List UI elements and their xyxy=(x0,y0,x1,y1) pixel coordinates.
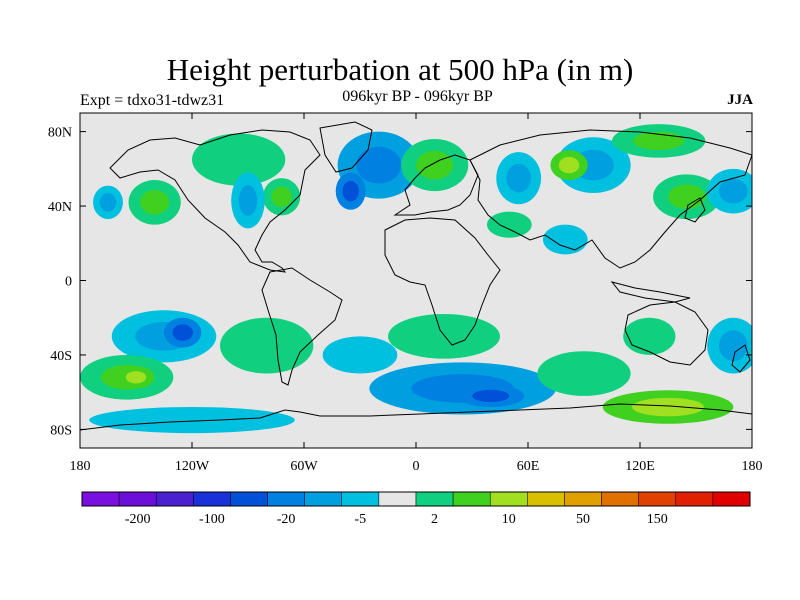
y-tick-label: 40S xyxy=(50,349,72,364)
coast-japan xyxy=(684,197,706,223)
colorbar-swatch xyxy=(193,491,231,507)
x-tick-label: 60E xyxy=(517,459,540,474)
colorbar-swatch xyxy=(638,491,677,507)
colorbar-swatch xyxy=(601,491,639,507)
y-tick-label: 40N xyxy=(48,200,72,215)
anomaly-core xyxy=(506,163,531,193)
colorbar-swatch xyxy=(527,491,565,507)
anomaly-region xyxy=(219,317,314,374)
chart-title: Height perturbation at 500 hPa (in m) xyxy=(166,52,634,87)
colorbar-swatch xyxy=(230,491,268,507)
anomaly-core xyxy=(356,146,402,184)
colorbar-label: -200 xyxy=(125,512,151,527)
colorbar-swatch xyxy=(712,491,751,507)
colorbar-swatch xyxy=(341,491,380,507)
coast-greenland xyxy=(319,121,373,173)
coast-north-america xyxy=(109,129,321,273)
colorbar-swatch xyxy=(155,491,194,507)
colorbar-frame xyxy=(81,491,751,507)
anomaly-core xyxy=(472,389,510,403)
x-tick-label: 120E xyxy=(625,459,655,474)
anomaly-region xyxy=(322,336,398,374)
anomaly-core xyxy=(125,371,147,384)
anomaly-region xyxy=(486,211,532,238)
coast-south-america xyxy=(261,267,343,386)
coast-africa xyxy=(384,217,501,346)
period-label: 096kyr BP - 096kyr BP xyxy=(342,88,493,105)
anomaly-core xyxy=(668,184,706,210)
colorbar-label: 50 xyxy=(576,512,590,527)
colorbar: -200 -100 -20 -5 2 10 50 150 xyxy=(81,491,751,527)
anomaly-core xyxy=(558,156,580,174)
anomaly-core xyxy=(140,190,170,215)
colorbar-swatch xyxy=(81,491,120,507)
colorbar-swatch xyxy=(267,491,305,507)
coastlines xyxy=(80,121,752,431)
experiment-label: Expt = tdxo31-tdwz31 xyxy=(80,92,225,109)
anomaly-core xyxy=(718,330,748,361)
anomaly-core xyxy=(172,324,193,341)
anomaly-layer xyxy=(80,124,752,434)
coast-antarctica xyxy=(80,403,752,431)
anomaly-core xyxy=(632,397,704,417)
coast-new-zealand xyxy=(731,344,751,373)
x-tick-label: 60W xyxy=(290,459,318,474)
colorbar-label: 10 xyxy=(502,512,516,527)
coast-asia xyxy=(469,129,752,269)
colorbar-swatch xyxy=(118,491,157,507)
axis-ticks: 180 120W 60W 0 60E 120E 180 80N 40N 0 40S 80S xyxy=(48,113,763,474)
colorbar-swatch xyxy=(489,491,528,507)
y-tick-label: 0 xyxy=(65,275,72,290)
colorbar-label: 2 xyxy=(431,512,438,527)
anomaly-region xyxy=(623,317,676,355)
anomaly-core xyxy=(633,131,685,151)
anomaly-region xyxy=(192,133,286,186)
x-tick-label: 180 xyxy=(70,459,91,474)
anomaly-core xyxy=(238,185,258,216)
colorbar-swatch xyxy=(675,491,714,507)
colorbar-swatch xyxy=(452,491,491,507)
season-label: JJA xyxy=(727,92,753,108)
y-tick-label: 80S xyxy=(50,423,72,438)
colorbar-swatch xyxy=(415,491,454,507)
anomaly-core xyxy=(342,180,359,202)
x-tick-label: 180 xyxy=(742,459,763,474)
anomaly-region xyxy=(537,351,631,396)
colorbar-label: -5 xyxy=(354,512,366,527)
coast-australia xyxy=(624,301,709,366)
colorbar-label: 150 xyxy=(647,512,668,527)
anomaly-region xyxy=(542,224,588,255)
anomaly-region xyxy=(388,314,500,359)
x-tick-label: 120W xyxy=(175,459,210,474)
x-tick-label: 0 xyxy=(413,459,420,474)
anomaly-core xyxy=(271,186,292,207)
anomaly-core xyxy=(99,193,117,212)
colorbar-swatch xyxy=(304,491,343,507)
anomaly-core xyxy=(416,150,454,180)
anomaly-core xyxy=(718,178,748,204)
colorbar-swatch xyxy=(378,491,417,507)
y-tick-label: 80N xyxy=(48,126,72,141)
colorbar-label: -100 xyxy=(199,512,225,527)
anomaly-region xyxy=(89,407,295,434)
colorbar-swatch xyxy=(564,491,602,507)
colorbar-label: -20 xyxy=(277,512,296,527)
coast-indonesia xyxy=(610,281,691,303)
